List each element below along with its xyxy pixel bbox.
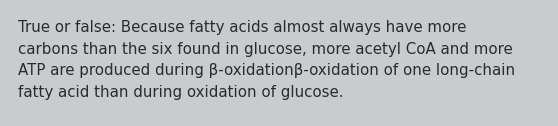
Text: True or false: Because fatty acids almost always have more
carbons than the six : True or false: Because fatty acids almos… bbox=[18, 20, 515, 100]
